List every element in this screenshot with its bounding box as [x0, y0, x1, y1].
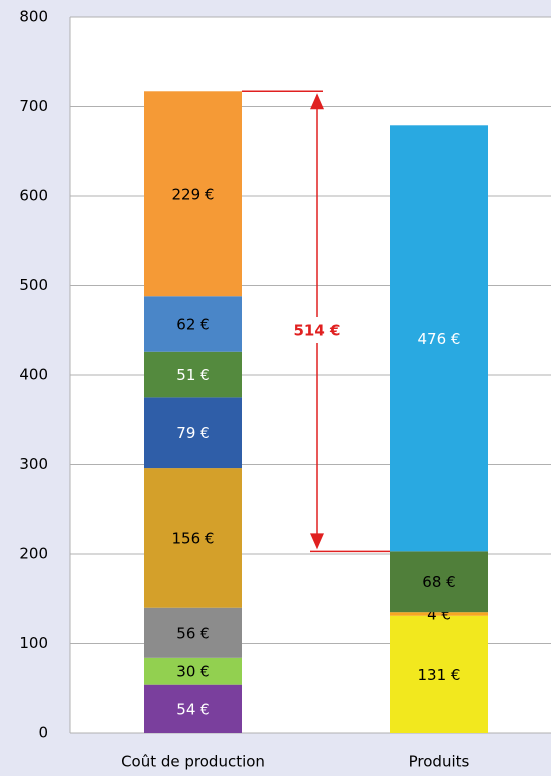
value-label: 62 €: [176, 315, 209, 333]
y-tick-label: 700: [19, 97, 48, 115]
y-tick-label: 0: [38, 724, 48, 742]
x-tick-label: Produits: [409, 753, 470, 771]
bar-segment: [144, 684, 242, 733]
bar-segment: [144, 296, 242, 352]
value-label: 131 €: [418, 666, 461, 684]
value-label: 79 €: [176, 424, 209, 442]
annotation-bg: [281, 317, 353, 343]
bar-segment: [144, 397, 242, 469]
bar-segment: [144, 351, 242, 398]
bar-segment: [390, 551, 488, 613]
y-tick-label: 100: [19, 634, 48, 652]
annotation-label: 514 €: [294, 322, 341, 340]
bar-segment: [144, 657, 242, 685]
value-label: 56 €: [176, 624, 209, 642]
bar-segment: [390, 125, 488, 552]
y-tick-label: 600: [19, 187, 48, 205]
x-tick-label: Coût de production: [121, 753, 265, 771]
y-tick-label: 300: [19, 455, 48, 473]
value-label: 68 €: [422, 573, 455, 591]
y-tick-label: 500: [19, 276, 48, 294]
value-label: 54 €: [176, 700, 209, 718]
bar-segment: [144, 468, 242, 608]
y-tick-label: 400: [19, 366, 48, 384]
bar-segment: [390, 615, 488, 733]
y-tick-label: 200: [19, 545, 48, 563]
bar-segment: [144, 91, 242, 297]
value-label: 30 €: [176, 663, 209, 681]
arrow-head: [310, 93, 324, 110]
bar-segment: [144, 607, 242, 658]
value-label: 229 €: [172, 185, 215, 203]
value-label: 156 €: [172, 529, 215, 547]
arrow-head: [310, 533, 324, 550]
value-label: 51 €: [176, 366, 209, 384]
y-tick-label: 800: [19, 8, 48, 26]
value-label: 476 €: [418, 330, 461, 348]
bar-segment: [390, 612, 488, 616]
